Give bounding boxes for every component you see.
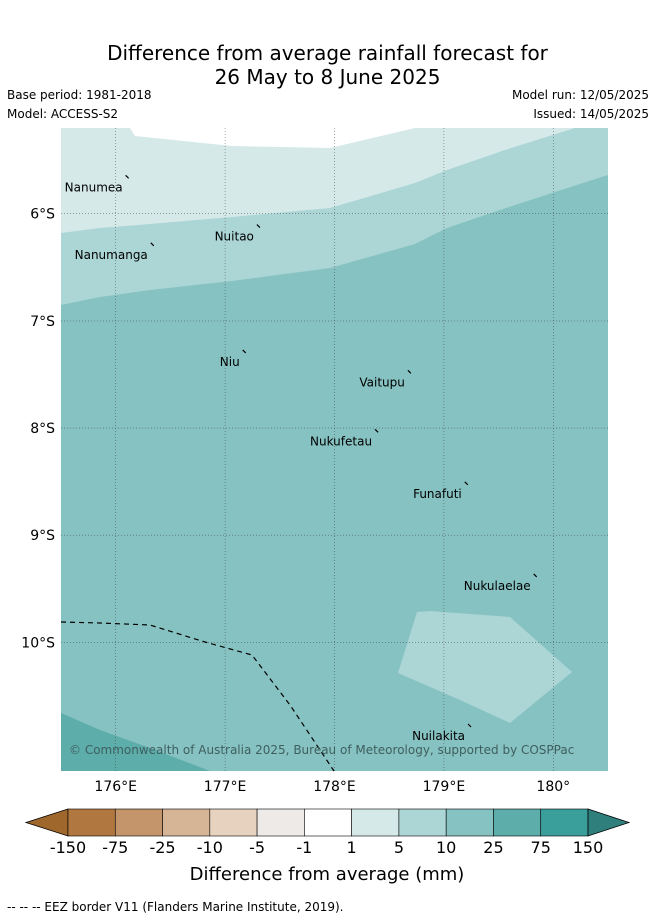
copyright-text: © Commonwealth of Australia 2025, Bureau…: [69, 743, 574, 757]
colorbar-segment: [114, 808, 163, 837]
place-label: Nuitao: [215, 230, 254, 244]
region-5-10mm-south: [398, 611, 572, 723]
lon-tick-label: 178°E: [313, 779, 356, 795]
lon-tick-label: 179°E: [423, 779, 466, 795]
place-label: Nanumanga: [75, 248, 148, 262]
colorbar-tick-label: 5: [394, 838, 404, 857]
region-25-75mm: [61, 713, 210, 771]
island-marker: [242, 349, 247, 354]
eez-border: [60, 621, 335, 772]
region-neutral: [61, 128, 415, 148]
island-marker: [150, 242, 155, 247]
colorbar-low-extend: [24, 808, 69, 837]
island-marker: [374, 428, 379, 433]
colorbar-segment: [209, 808, 258, 837]
lon-tick-label: 177°E: [204, 779, 247, 795]
colorbar-tick-label: -25: [149, 838, 175, 857]
eez-legend-note: -- -- -- EEZ border V11 (Flanders Marine…: [7, 900, 344, 914]
colorbar-segment: [256, 808, 305, 837]
place-labels: Nanumea Nuitao Nanumanga Niu Vaitupu Nukufeta…: [65, 174, 538, 743]
island-marker: [533, 573, 538, 578]
island-marker: [407, 369, 412, 374]
colorbar-tick-label: -150: [50, 838, 86, 857]
colorbar-segment: [493, 808, 542, 837]
base-period-label: Base period: 1981-2018: [7, 88, 152, 102]
lat-tick-label: 6°S: [30, 207, 55, 223]
place-label: Nukufetau: [310, 434, 372, 448]
forecast-map: Nanumea Nuitao Nanumanga Niu Vaitupu Nukufeta…: [21, 128, 631, 885]
island-marker: [467, 723, 472, 728]
lat-tick-label: 10°S: [21, 635, 55, 651]
axis-ticks: 176°E 177°E 178°E 179°E 180° 6°S 7°S 8°S 9°S 10°S: [21, 207, 570, 795]
chart-title-line2: 26 May to 8 June 2025: [214, 65, 441, 89]
lon-tick-label: 176°E: [94, 779, 137, 795]
place-label: Niu: [220, 355, 240, 369]
colorbar-high-extend: [587, 808, 631, 837]
colorbar-segment: [398, 808, 447, 837]
model-label: Model: ACCESS-S2: [7, 107, 119, 121]
gridlines: [61, 128, 608, 771]
colorbar-tick-label: 150: [573, 838, 604, 857]
issued-label: Issued: 14/05/2025: [533, 107, 649, 121]
colorbar-segment: [351, 808, 400, 837]
colorbar-tick-label: 1: [347, 838, 357, 857]
colorbar: -150 -75 -25 -10 -5 -1 1 5 10 25 75 150: [24, 808, 631, 857]
colorbar-tick-label: -10: [197, 838, 223, 857]
island-marker: [256, 224, 261, 229]
colorbar-tick-label: 75: [531, 838, 551, 857]
lat-tick-label: 8°S: [30, 421, 55, 437]
colorbar-tick-label: 10: [436, 838, 456, 857]
place-label: Nukulaelae: [464, 579, 531, 593]
model-run-label: Model run: 12/05/2025: [511, 88, 649, 102]
region-1-5mm: [61, 128, 608, 233]
colorbar-segment: [304, 808, 352, 837]
place-label: Nuilakita: [412, 729, 465, 743]
colorbar-tick-label: -5: [249, 838, 265, 857]
colorbar-tick-label: -75: [102, 838, 128, 857]
colorbar-title: Difference from average (mm): [190, 864, 465, 885]
colorbar-tick-label: -1: [296, 838, 312, 857]
place-label: Vaitupu: [359, 375, 405, 389]
island-marker: [464, 481, 469, 486]
lat-tick-label: 7°S: [30, 314, 55, 330]
colorbar-tick-label: 25: [483, 838, 503, 857]
colorbar-segment: [540, 808, 589, 837]
place-label: Nanumea: [65, 180, 123, 194]
colorbar-segment: [162, 808, 211, 837]
lon-tick-label: 180°: [536, 779, 570, 795]
rainfall-fill-regions: [61, 128, 608, 771]
colorbar-segment: [67, 808, 116, 837]
chart-title-line1: Difference from average rainfall forecas…: [107, 41, 548, 65]
lat-tick-label: 9°S: [30, 528, 55, 544]
colorbar-segment: [445, 808, 494, 837]
place-label: Funafuti: [413, 487, 462, 501]
island-marker: [125, 174, 130, 179]
